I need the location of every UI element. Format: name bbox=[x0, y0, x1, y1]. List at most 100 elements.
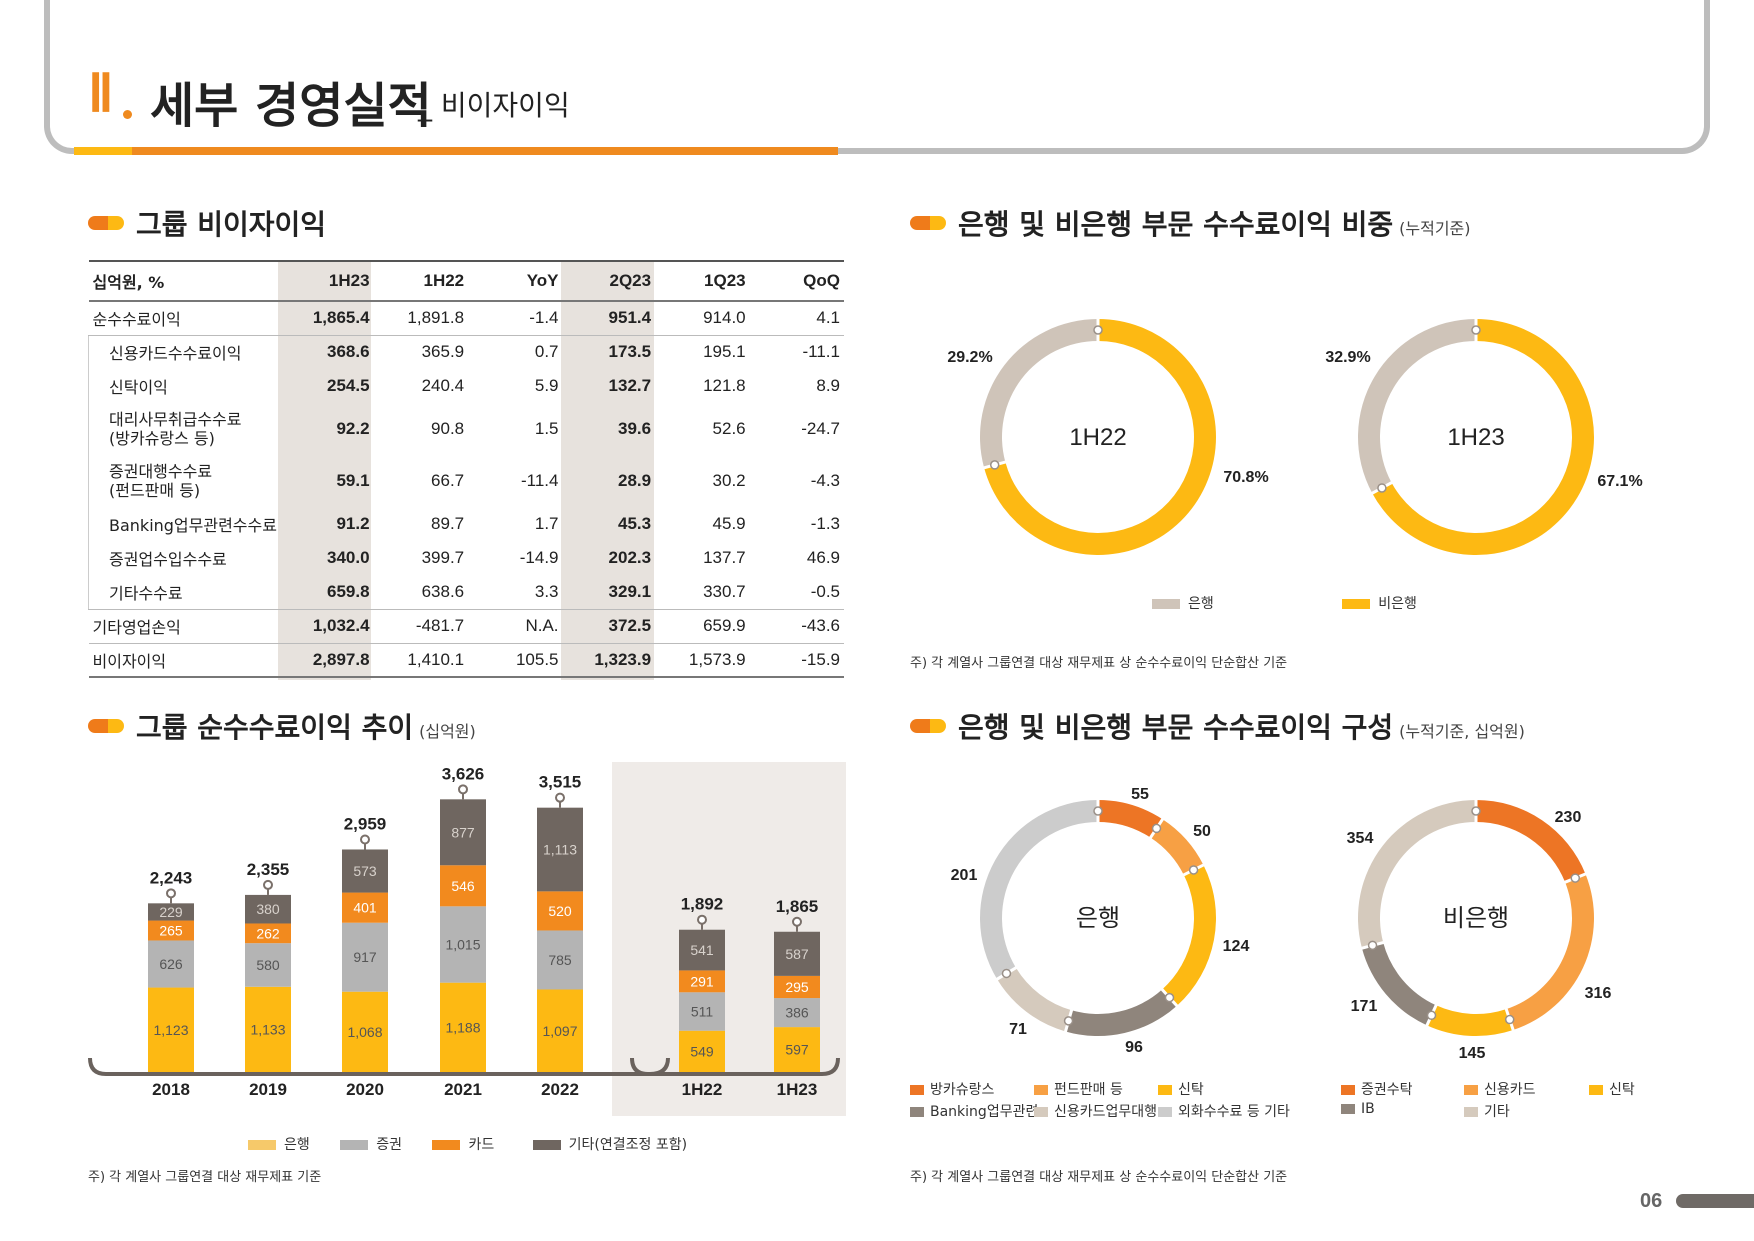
table-section-title: 그룹 비이자이익 bbox=[88, 203, 326, 243]
legend-item-bank-comp: Banking업무관련 bbox=[910, 1101, 1038, 1121]
table-cell: -481.7 bbox=[373, 609, 469, 644]
table-cell: 1.7 bbox=[534, 514, 559, 533]
donut-slice bbox=[1358, 800, 1476, 949]
column-header: YoY bbox=[468, 260, 563, 302]
bar-segment bbox=[537, 807, 583, 892]
table-cell: 90.8 bbox=[431, 418, 465, 438]
bar-total-label: 3,515 bbox=[539, 773, 582, 792]
legend-item-nonbank-comp: IB bbox=[1341, 1101, 1375, 1117]
donut-slice bbox=[1426, 1005, 1514, 1036]
table-cell: 372.5 bbox=[562, 609, 656, 644]
table-cell: 638.6 bbox=[373, 575, 469, 610]
bar-total-label: 2,243 bbox=[150, 868, 193, 887]
table-cell: 45.9 bbox=[712, 514, 746, 533]
bar-segment bbox=[148, 920, 194, 941]
row-label: 비이자이익 bbox=[88, 643, 281, 678]
donut-value-label: 201 bbox=[951, 867, 978, 884]
table-cell: -1.4 bbox=[468, 301, 563, 336]
bar-segment bbox=[440, 865, 486, 907]
donut-slice bbox=[1476, 800, 1586, 883]
legend-item-nonbank-comp: 신용카드 bbox=[1464, 1079, 1536, 1099]
table-cell: 92.2 bbox=[336, 418, 370, 438]
table-cell: 340.0 bbox=[327, 548, 370, 567]
table-cell: 173.5 bbox=[608, 342, 652, 362]
table-cell: 66.7 bbox=[431, 470, 465, 490]
bar-segment bbox=[342, 991, 388, 1072]
row-label: 순수수료이익 bbox=[88, 301, 281, 336]
trend-legend: 은행 증권 카드 기타(연결조정 포함) bbox=[248, 1134, 687, 1154]
table-cell: 254.5 bbox=[327, 376, 370, 395]
donut-value-label: 71 bbox=[1009, 1021, 1027, 1038]
bar-segment bbox=[440, 906, 486, 983]
bar-segment-label: 626 bbox=[159, 956, 183, 972]
bar-segment-label: 295 bbox=[785, 979, 809, 995]
bullet-pill-icon bbox=[88, 216, 124, 230]
section-roman-numeral: Ⅱ bbox=[88, 65, 114, 123]
bar-segment bbox=[342, 922, 388, 992]
table-cell: 330.7 bbox=[655, 575, 750, 610]
table-cell: -43.6 bbox=[749, 609, 844, 644]
donut-slice bbox=[1162, 865, 1216, 1006]
table-cell: 1.5 bbox=[534, 418, 559, 438]
bar-segment bbox=[148, 987, 194, 1072]
table-cell: 202.3 bbox=[608, 548, 652, 567]
donut-slice bbox=[980, 800, 1098, 980]
table-cell: 52.6 bbox=[712, 418, 746, 438]
table-cell: 1,323.9 bbox=[562, 643, 656, 678]
total-marker bbox=[458, 784, 468, 795]
table-cell: 137.7 bbox=[703, 548, 746, 567]
bar-total-label: 2,355 bbox=[247, 860, 290, 879]
bar-segment-label: 917 bbox=[353, 949, 377, 965]
bar-segment bbox=[245, 986, 291, 1072]
donut-비은행: 비은행 230 316 145 171 354 bbox=[1347, 799, 1612, 1062]
x-tick-label: 2020 bbox=[346, 1080, 384, 1099]
column-header: 십억원, % bbox=[88, 260, 281, 302]
table-cell: 46.9 bbox=[806, 548, 840, 567]
bar-segment-label: 262 bbox=[256, 925, 280, 941]
share-note: 주) 각 계열사 그룹연결 대상 재무제표 상 순수수료이익 단순합산 기준 bbox=[910, 656, 1288, 671]
bar-segment-label: 520 bbox=[548, 903, 572, 919]
bullet-pill-icon bbox=[910, 216, 946, 230]
legend-item-other: 기타(연결조정 포함) bbox=[532, 1137, 687, 1153]
table-cell: 4.1 bbox=[749, 301, 844, 336]
legend-item-bank-comp: 신탁 bbox=[1158, 1079, 1204, 1099]
legend-item-bank-comp: 펀드판매 등 bbox=[1034, 1079, 1123, 1099]
header-accent-yellow bbox=[74, 147, 132, 155]
bar-segment bbox=[537, 891, 583, 931]
donut-center-label: 1H23 bbox=[1447, 424, 1504, 451]
bar-segment bbox=[245, 894, 291, 924]
bar-segment bbox=[537, 930, 583, 990]
bar-segment bbox=[245, 923, 291, 944]
column-header: QoQ bbox=[749, 260, 844, 302]
table-cell: 1,410.1 bbox=[373, 643, 469, 678]
donut-value-label: 67.1% bbox=[1597, 473, 1642, 490]
bar-total-label: 1,865 bbox=[776, 897, 819, 916]
table-cell: -11.4 bbox=[521, 470, 559, 490]
slice-marker bbox=[1093, 806, 1103, 816]
table-row: 증권대행수수료 (펀드판매 등) 59.1 66.7 -11.4 28.9 30.2 -4.3 bbox=[87, 455, 845, 507]
slice-marker bbox=[1001, 968, 1012, 979]
donut-center-label: 비은행 bbox=[1443, 905, 1509, 932]
slice-marker bbox=[1471, 325, 1481, 335]
bar-segment-label: 1,188 bbox=[445, 1019, 480, 1035]
table-cell: 240.4 bbox=[421, 376, 465, 395]
bar-segment-label: 573 bbox=[353, 863, 377, 879]
table-cell: 8.9 bbox=[816, 376, 840, 395]
x-tick-label: 2022 bbox=[541, 1080, 579, 1099]
bar-segment-label: 1,015 bbox=[445, 936, 480, 952]
table-cell: 659.9 bbox=[655, 609, 750, 644]
bar-segment bbox=[774, 975, 820, 999]
table-cell: N.A. bbox=[468, 609, 563, 644]
donut-value-label: 171 bbox=[1351, 998, 1378, 1015]
column-header: 1Q23 bbox=[655, 260, 750, 302]
slice-marker bbox=[1570, 873, 1581, 883]
row-label: 신탁이익 bbox=[87, 369, 281, 403]
share-section-title: 은행 및 비은행 부문 수수료이익 비중 (누적기준) bbox=[910, 203, 1471, 243]
x-tick-label: 2019 bbox=[249, 1080, 287, 1099]
donut-slice bbox=[997, 967, 1072, 1032]
donut-value-label: 316 bbox=[1585, 985, 1612, 1002]
comp-section-title: 은행 및 비은행 부문 수수료이익 구성 (누적기준, 십억원) bbox=[910, 706, 1525, 746]
bar-segment-label: 401 bbox=[353, 900, 377, 916]
table-cell: -4.3 bbox=[810, 470, 840, 490]
slice-marker bbox=[1151, 823, 1162, 834]
